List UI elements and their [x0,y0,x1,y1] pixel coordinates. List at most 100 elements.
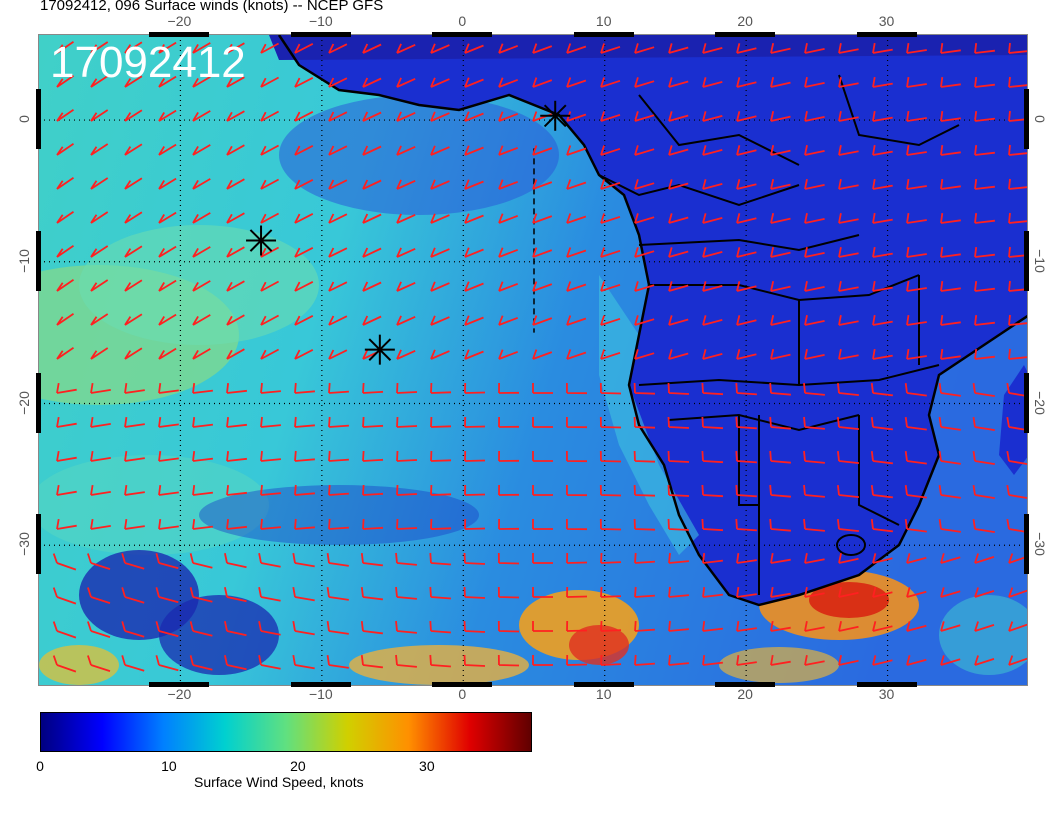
wind-barb [736,77,757,88]
wind-barb [498,77,519,88]
wind-barb [735,518,757,532]
wind-barb [328,247,348,258]
wind-barb [702,145,723,156]
wind-barb [974,144,996,156]
lat-tick-label-right: −10 [1032,248,1048,273]
wind-barb [1008,655,1027,666]
frame-tick [1024,89,1029,150]
wind-barb [940,76,961,88]
wind-barb [463,654,486,667]
wind-barb [838,587,859,598]
star-marker [246,225,277,256]
colorbar-tick-label: 0 [36,758,44,774]
frame-tick [715,682,776,687]
wind-barb [362,179,382,190]
wind-speed-region [809,582,889,618]
wind-barb [56,142,75,156]
wind-barb [396,281,416,292]
wind-barb [464,349,484,360]
wind-barb [600,247,621,258]
wind-barb [838,553,859,564]
wind-barb [634,247,655,258]
wind-barb [736,552,757,564]
wind-barb [668,145,689,156]
wind-barb [701,382,724,396]
wind-barb [633,450,656,463]
wind-barb [872,348,893,360]
wind-barb [498,450,520,462]
wind-barb [736,111,757,122]
wind-barb [90,279,109,292]
wind-barb [464,450,486,462]
wind-barb [52,655,77,673]
country-border [668,413,860,432]
wind-barb [870,382,894,397]
wind-barb [870,518,894,533]
wind-barb [940,144,961,156]
wind-barb [634,349,655,360]
colorbar-label: Surface Wind Speed, knots [194,774,364,790]
wind-barb [566,620,588,632]
wind-speed-region [159,595,279,675]
wind-barb [940,314,961,326]
country-border [598,174,800,207]
wind-barb [838,77,859,88]
wind-barb [770,654,791,666]
wind-barb [838,247,859,258]
lon-tick-label-bottom: −10 [308,686,333,702]
wind-barb [974,42,996,54]
wind-barb [396,416,418,428]
wind-barb [192,178,211,190]
wind-barb [532,553,553,564]
wind-barb [770,349,791,360]
wind-barb [328,416,349,428]
wind-barb [1006,484,1027,499]
wind-barb [770,213,791,224]
date-stamp: 17092412 [50,38,246,87]
wind-barb [1008,178,1027,190]
wind-barb [668,43,689,54]
wind-barb [294,518,315,530]
wind-speed-region [279,95,559,215]
wind-barb [294,43,314,54]
wind-barb [974,621,995,632]
wind-barb [226,485,247,496]
wind-barb [260,450,281,462]
wind-barb [192,348,211,360]
wind-barb [870,450,894,465]
country-border [738,415,759,506]
wind-barb [52,587,77,605]
wind-barb [260,178,280,190]
wind-barb [260,212,280,224]
lon-tick-label-bottom: 10 [595,686,612,702]
wind-barb [906,76,927,88]
wind-barb [90,245,109,258]
wind-barb [90,41,109,54]
lon-tick-label-top: 0 [458,13,467,29]
wind-barb [600,552,622,564]
wind-barb [498,145,519,156]
wind-barb [906,621,927,632]
wind-barb [940,348,961,360]
wind-barb [464,416,486,428]
wind-barb [735,416,757,430]
wind-barb [226,280,245,292]
wind-barb [974,246,996,258]
wind-barb [566,484,588,497]
wind-barb [1008,587,1027,598]
wind-barb [940,212,961,224]
wind-barb [906,587,927,598]
wind-barb [56,346,75,360]
wind-barb [260,484,281,496]
wind-barb [158,313,177,326]
wind-barb [464,43,484,54]
wind-barb [155,621,179,638]
wind-barb [360,654,384,669]
frame-tick [1024,230,1029,291]
wind-barb [498,315,519,326]
wind-barb [464,281,484,292]
wind-barb [804,621,825,632]
wind-barb [803,484,825,498]
wind-barb [463,620,486,633]
wind-barb [532,587,553,598]
